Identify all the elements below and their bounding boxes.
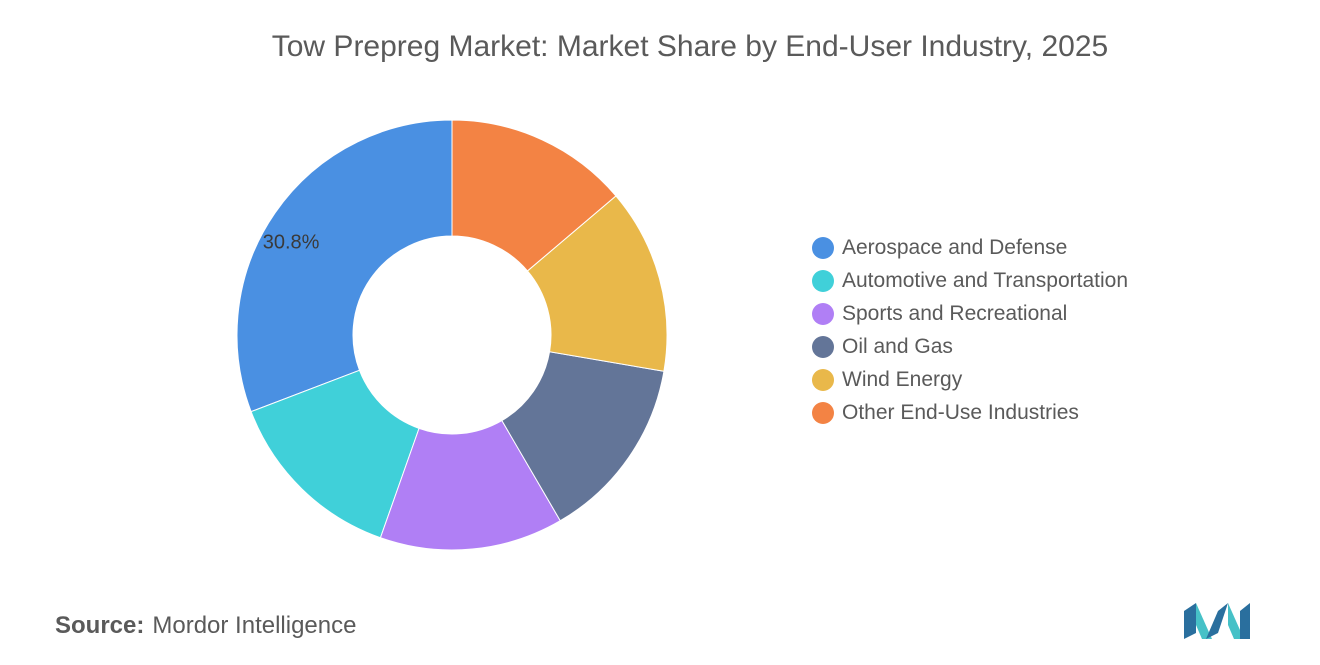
legend-item: Sports and Recreational	[812, 297, 1128, 330]
chart-legend: Aerospace and Defense Automotive and Tran…	[812, 231, 1128, 429]
slice-aerospace-and-defense	[236, 119, 453, 413]
legend-label: Oil and Gas	[842, 334, 953, 358]
legend-swatch	[812, 302, 834, 325]
legend-label: Sports and Recreational	[842, 301, 1068, 325]
slice-oil-and-gas	[501, 351, 665, 522]
legend-label: Automotive and Transportation	[842, 268, 1129, 292]
mordor-intelligence-logo-icon	[1184, 603, 1250, 639]
source-label: Source:	[55, 612, 145, 639]
legend-label: Wind Energy	[842, 367, 963, 391]
legend-item: Aerospace and Defense	[812, 231, 1128, 264]
source-line: Source: Mordor Intelligence	[55, 612, 356, 640]
legend-label: Other End-Use Industries	[842, 400, 1079, 424]
slice-other-end-use-industries	[451, 119, 617, 272]
legend-swatch	[812, 236, 834, 259]
legend-swatch	[812, 269, 834, 292]
chart-title: Tow Prepreg Market: Market Share by End-…	[271, 30, 1109, 63]
legend-label: Aerospace and Defense	[842, 235, 1068, 259]
source-value: Mordor Intelligence	[152, 612, 357, 639]
donut-data-labels: 30.8%	[263, 231, 320, 253]
legend-item: Wind Energy	[812, 363, 1128, 396]
legend-swatch	[812, 368, 834, 391]
legend-item: Oil and Gas	[812, 330, 1128, 363]
slice-wind-energy	[526, 195, 668, 372]
legend-item: Other End-Use Industries	[812, 396, 1128, 429]
data-label-aerospace-and-defense: 30.8%	[263, 231, 320, 253]
slice-sports-and-recreational	[379, 419, 561, 551]
legend-item: Automotive and Transportation	[812, 264, 1128, 297]
slice-automotive-and-transportation	[250, 369, 420, 539]
donut-slices	[236, 119, 668, 551]
legend-swatch	[812, 401, 834, 424]
legend-swatch	[812, 335, 834, 358]
